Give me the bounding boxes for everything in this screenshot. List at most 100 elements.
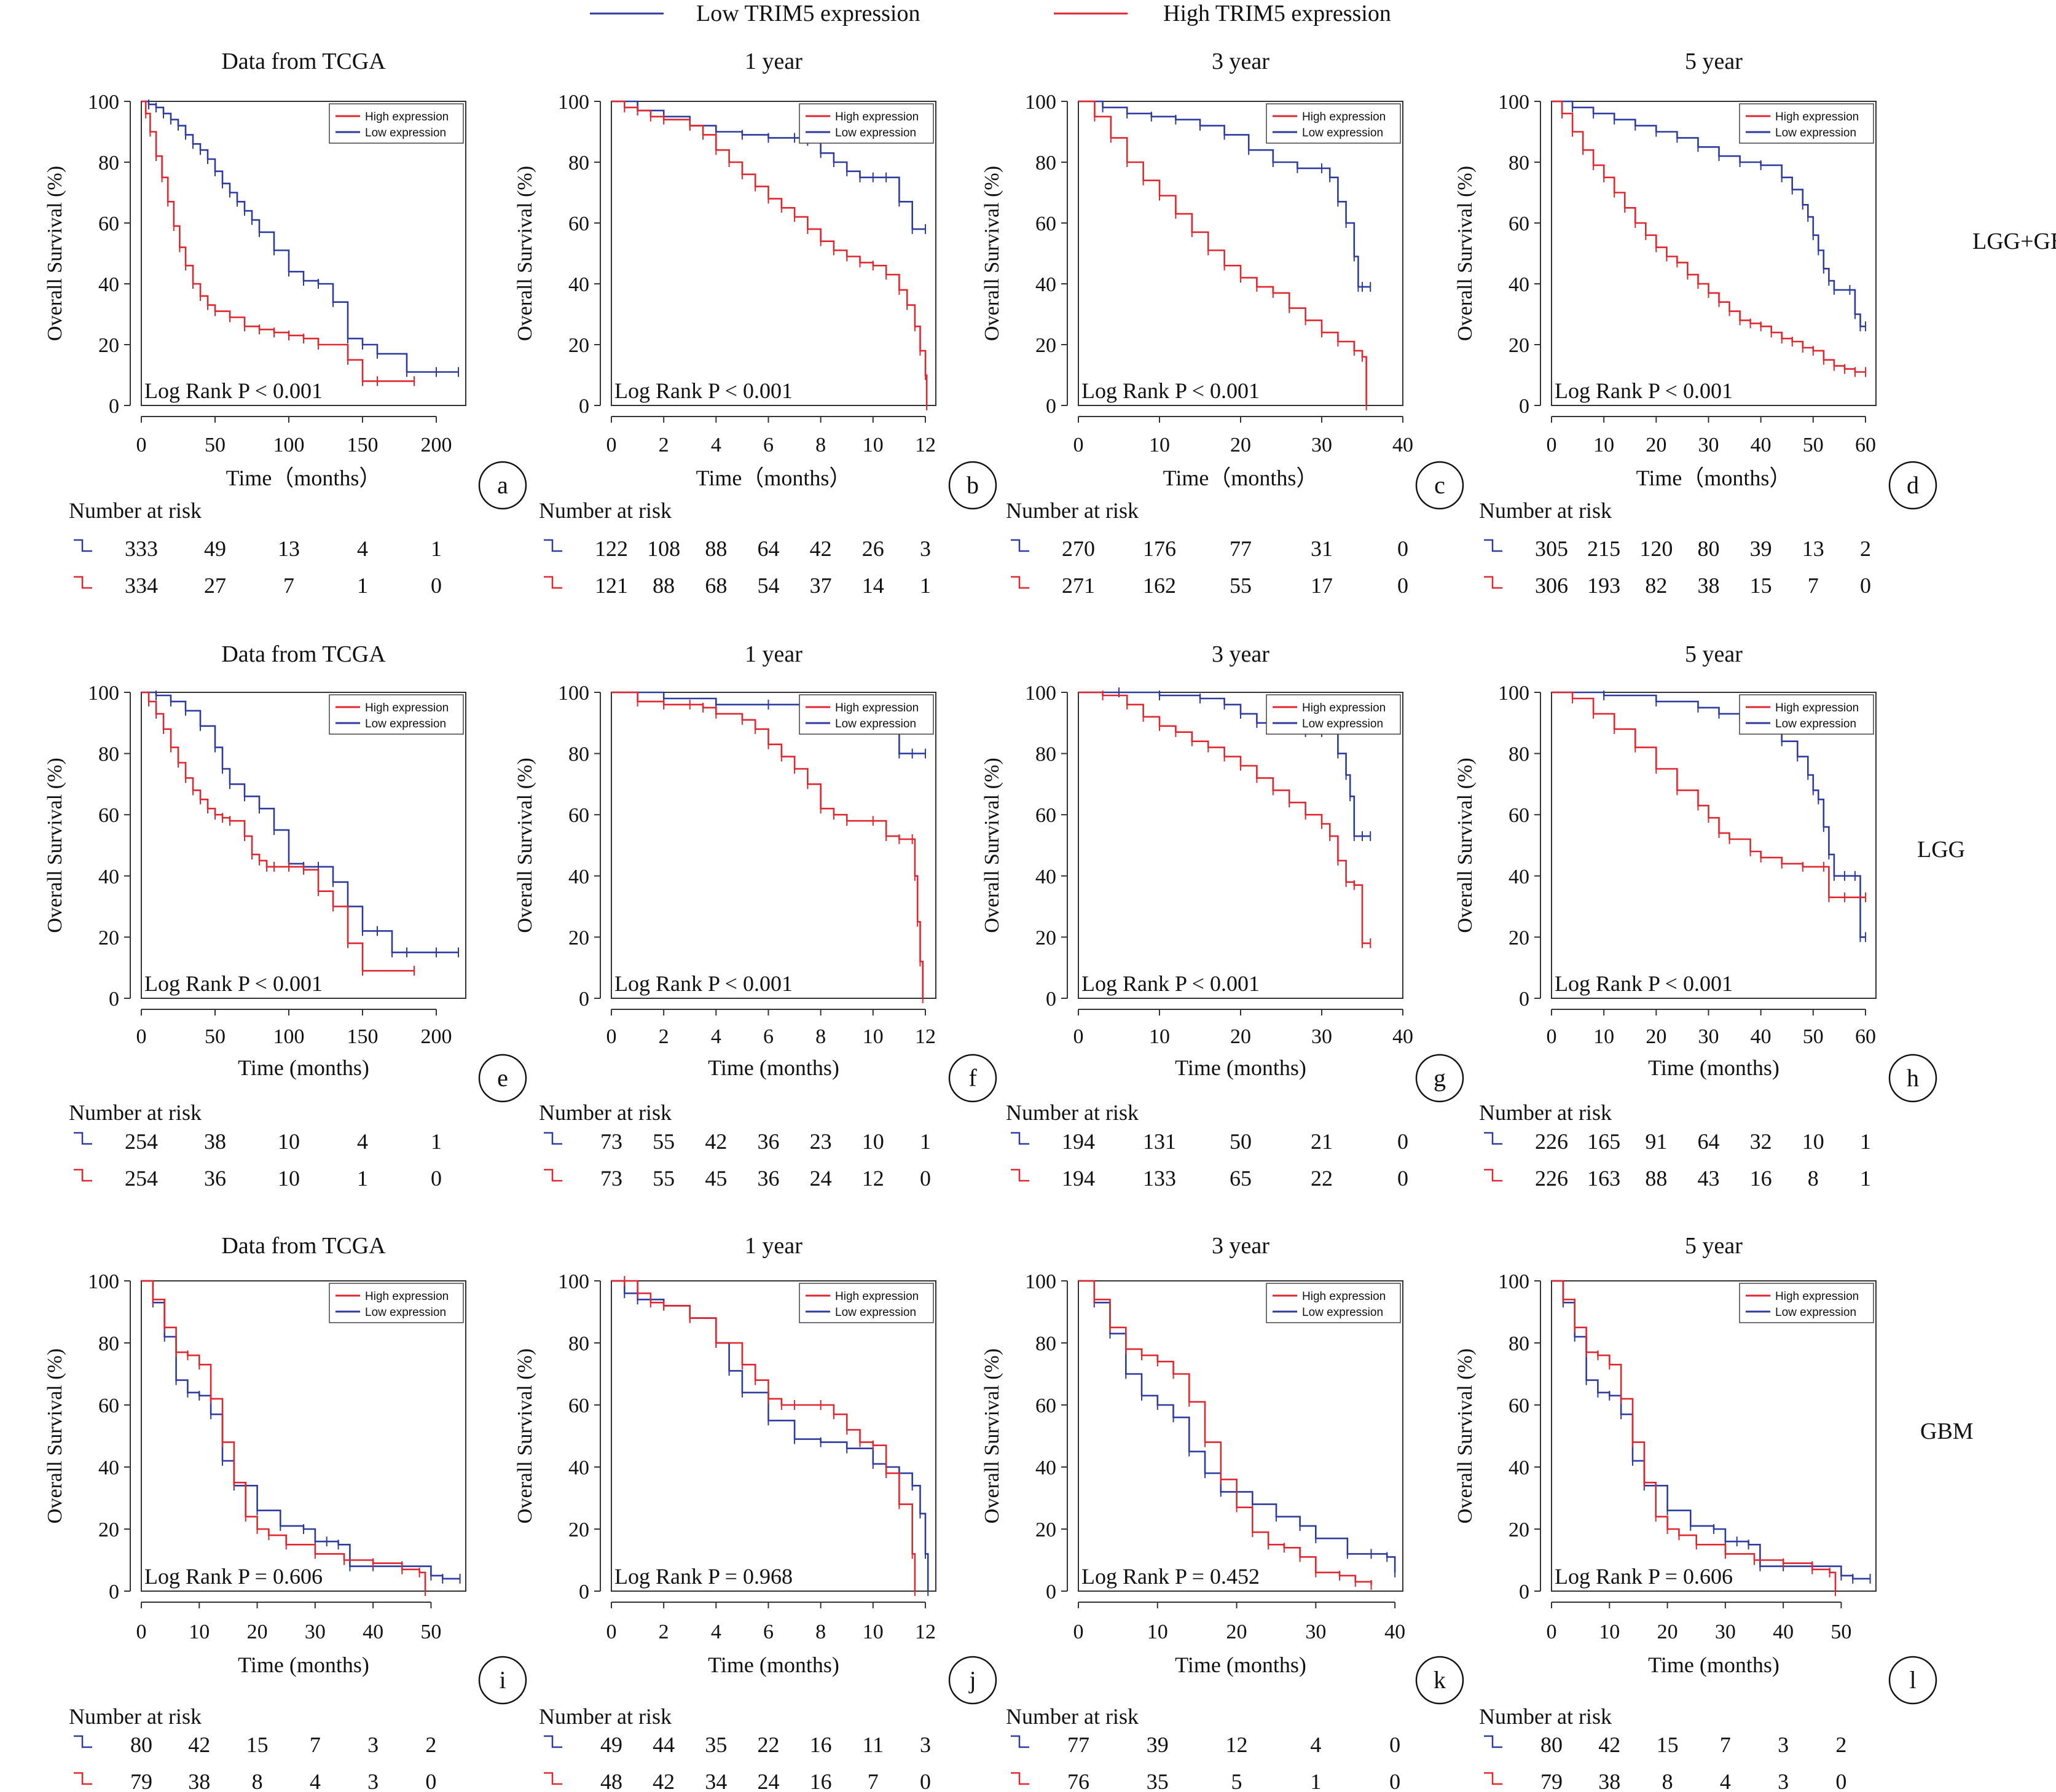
risk-row-marker-low bbox=[74, 1735, 92, 1748]
y-tick-label: 100 bbox=[88, 682, 119, 705]
risk-row-marker-high bbox=[74, 1168, 92, 1182]
km-curve-low bbox=[141, 1280, 460, 1580]
panel-letter: f bbox=[968, 1064, 977, 1092]
km-curve-high bbox=[611, 1280, 916, 1591]
risk-count-low: 165 bbox=[1587, 1129, 1620, 1154]
x-tick-label: 4 bbox=[711, 1025, 721, 1048]
risk-count-high: 3 bbox=[367, 1769, 379, 1792]
risk-count-high: 22 bbox=[1311, 1166, 1333, 1191]
risk-count-high: 15 bbox=[1750, 573, 1772, 598]
risk-count-low: 15 bbox=[246, 1732, 269, 1757]
y-tick-label: 80 bbox=[1509, 743, 1529, 766]
risk-row-marker-low bbox=[1484, 1735, 1502, 1748]
y-tick-label: 80 bbox=[1509, 152, 1529, 174]
risk-count-high: 0 bbox=[1860, 573, 1871, 598]
y-tick-label: 20 bbox=[1509, 926, 1529, 949]
risk-count-low: 7 bbox=[310, 1732, 321, 1757]
risk-count-low: 64 bbox=[1697, 1129, 1719, 1154]
risk-count-low: 15 bbox=[1657, 1732, 1679, 1757]
panel-legend-box bbox=[329, 1283, 464, 1323]
risk-count-low: 120 bbox=[1639, 536, 1673, 561]
y-tick-label: 100 bbox=[1498, 682, 1529, 705]
x-tick-label: 0 bbox=[1547, 434, 1557, 456]
risk-count-high: 306 bbox=[1535, 573, 1568, 598]
risk-count-low: 50 bbox=[1230, 1129, 1252, 1154]
risk-count-high: 7 bbox=[283, 573, 294, 598]
km-curve-low bbox=[1552, 1280, 1870, 1580]
risk-count-high: 79 bbox=[130, 1769, 152, 1792]
panel-letter-circle bbox=[478, 1656, 527, 1705]
panel-letter-circle bbox=[478, 461, 527, 510]
risk-table-title: Number at risk bbox=[1006, 1100, 1139, 1125]
risk-count-high: 8 bbox=[1662, 1769, 1673, 1792]
risk-count-high: 0 bbox=[1397, 573, 1408, 598]
x-tick-label: 200 bbox=[421, 1025, 452, 1048]
panel-legend-box bbox=[329, 694, 464, 735]
panel-legend-label-high: High expression bbox=[1302, 111, 1386, 123]
risk-table-title: Number at risk bbox=[539, 1100, 672, 1125]
risk-count-low: 77 bbox=[1230, 536, 1252, 561]
panel-title: 5 year bbox=[1685, 1233, 1743, 1259]
y-axis-label: Overall Survival (%) bbox=[981, 757, 1003, 933]
risk-count-low: 1 bbox=[431, 536, 442, 561]
logrank-pvalue: Log Rank P = 0.606 bbox=[144, 1564, 323, 1589]
y-tick-label: 80 bbox=[1035, 1332, 1056, 1355]
risk-count-high: 82 bbox=[1645, 573, 1667, 598]
x-tick-label: 2 bbox=[659, 434, 669, 456]
x-tick-label: 40 bbox=[363, 1621, 383, 1643]
panel-letter: c bbox=[1434, 471, 1445, 499]
risk-count-high: 226 bbox=[1535, 1166, 1568, 1191]
risk-table-title: Number at risk bbox=[539, 1704, 672, 1729]
x-tick-label: 10 bbox=[1149, 434, 1170, 456]
logrank-pvalue: Log Rank P < 0.001 bbox=[1081, 378, 1260, 403]
panel-letter-circle bbox=[948, 1656, 997, 1705]
panel-letter: g bbox=[1434, 1064, 1446, 1092]
risk-count-low: 42 bbox=[188, 1732, 210, 1757]
logrank-pvalue: Log Rank P < 0.001 bbox=[1555, 971, 1733, 996]
y-tick-label: 80 bbox=[98, 743, 119, 766]
risk-count-low: 1 bbox=[920, 1129, 931, 1154]
x-tick-label: 0 bbox=[606, 434, 617, 456]
km-curve-high bbox=[141, 1280, 426, 1591]
panel-legend-label-high: High expression bbox=[1775, 1290, 1859, 1303]
y-tick-label: 100 bbox=[88, 91, 119, 114]
panel-letter: h bbox=[1907, 1064, 1919, 1092]
y-tick-label: 100 bbox=[1025, 91, 1056, 114]
x-tick-label: 6 bbox=[763, 1621, 774, 1643]
x-tick-label: 50 bbox=[420, 1621, 441, 1643]
risk-count-low: 42 bbox=[810, 536, 832, 561]
risk-count-low: 0 bbox=[1397, 1129, 1408, 1154]
risk-count-high: 65 bbox=[1230, 1166, 1252, 1191]
risk-count-high: 0 bbox=[425, 1769, 436, 1792]
y-tick-label: 80 bbox=[568, 743, 589, 766]
panel-legend-box bbox=[1739, 1283, 1874, 1323]
y-axis-label: Overall Survival (%) bbox=[514, 166, 536, 341]
panel-legend-label-low: Low expression bbox=[835, 1306, 916, 1319]
risk-count-low: 270 bbox=[1062, 536, 1095, 561]
panel-letter: j bbox=[968, 1666, 976, 1694]
y-tick-label: 100 bbox=[88, 1270, 119, 1293]
x-tick-label: 8 bbox=[815, 434, 826, 456]
top-legend-label-high: High TRIM5 expression bbox=[1163, 1, 1391, 26]
y-tick-label: 40 bbox=[1035, 1457, 1056, 1479]
x-tick-label: 50 bbox=[205, 1025, 226, 1048]
risk-count-high: 45 bbox=[705, 1166, 727, 1191]
panel-letter-circle bbox=[1888, 1054, 1937, 1103]
y-axis-label: Overall Survival (%) bbox=[44, 757, 66, 933]
x-tick-label: 50 bbox=[1830, 1621, 1851, 1643]
x-tick-label: 50 bbox=[1803, 1025, 1824, 1048]
panel-legend-box bbox=[329, 103, 464, 144]
risk-count-high: 68 bbox=[705, 573, 727, 598]
plot-frame bbox=[611, 692, 936, 999]
x-axis-label: Time (months) bbox=[238, 1055, 369, 1080]
y-tick-label: 60 bbox=[1509, 1395, 1529, 1417]
panel-title: Data from TCGA bbox=[221, 641, 386, 667]
x-tick-label: 0 bbox=[606, 1025, 617, 1048]
risk-count-low: 4 bbox=[357, 536, 368, 561]
panel-letter-circle bbox=[478, 1054, 527, 1103]
risk-count-high: 194 bbox=[1062, 1166, 1095, 1191]
km-curve-high bbox=[1078, 691, 1371, 944]
risk-row-marker-high bbox=[74, 576, 92, 589]
